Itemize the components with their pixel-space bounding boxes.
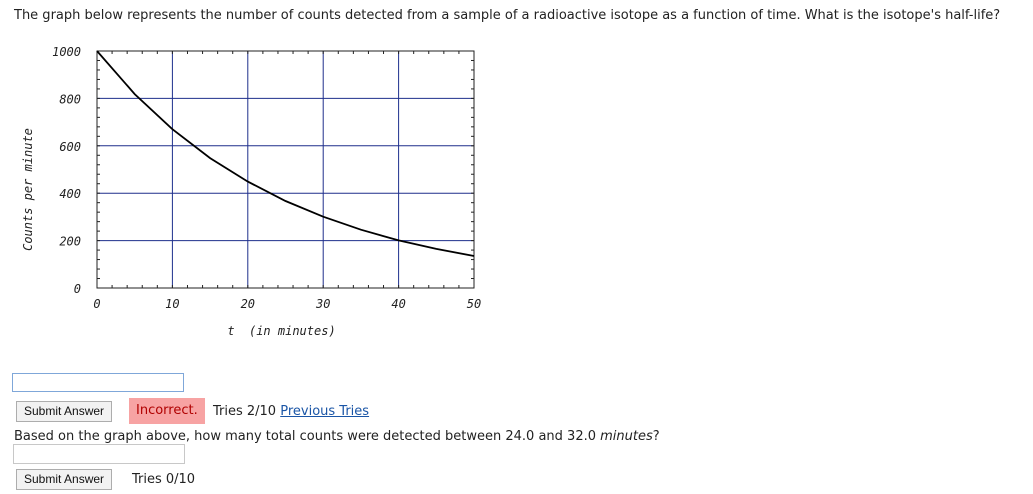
y-tick-label: 600: [59, 140, 81, 154]
decay-curve: [96, 50, 475, 257]
plot-frame: [96, 50, 475, 289]
x-tick-label: 30: [315, 297, 330, 311]
x-axis-label: t (in minutes): [227, 324, 335, 338]
y-tick-label: 800: [59, 92, 81, 106]
question-2-main: Based on the graph above, how many total…: [14, 429, 601, 444]
minor-ticks: [96, 50, 475, 289]
chart-grid: [97, 51, 474, 288]
incorrect-badge: Incorrect.: [129, 398, 205, 424]
tries-1-info: Tries 2/10 Previous Tries: [213, 404, 369, 419]
x-tick-label: 50: [467, 297, 481, 311]
decay-chart: 0 200 400 600 800 1000 0 10 20 30 40 50 Counts per…: [21, 45, 481, 338]
answer-2-input[interactable]: [13, 444, 185, 464]
question-2-text: Based on the graph above, how many total…: [14, 429, 660, 444]
submit-answer-1-button[interactable]: Submit Answer: [16, 401, 113, 422]
y-tick-label: 200: [59, 235, 81, 249]
y-axis-label: Counts per minute: [21, 128, 35, 251]
x-tick-label: 10: [165, 297, 179, 311]
answer-1-input[interactable]: [12, 373, 184, 392]
y-tick-label: 0: [74, 282, 81, 296]
x-tick-label: 20: [241, 297, 255, 311]
y-tick-labels: 0 200 400 600 800 1000: [52, 45, 81, 296]
y-tick-label: 400: [59, 187, 81, 201]
tries-1-count: Tries 2/10: [213, 404, 277, 419]
previous-tries-link[interactable]: Previous Tries: [280, 404, 370, 419]
y-tick-label: 1000: [52, 45, 81, 59]
tries-2-count: Tries 0/10: [132, 472, 196, 487]
submit-answer-2-button[interactable]: Submit Answer: [16, 469, 113, 490]
question-1-text: The graph below represents the number of…: [14, 8, 1001, 23]
x-tick-labels: 0 10 20 30 40 50: [93, 297, 481, 311]
question-2-unit: minutes: [600, 429, 653, 444]
x-tick-label: 0: [93, 297, 100, 311]
question-2-end: ?: [652, 429, 660, 444]
x-tick-label: 40: [391, 297, 405, 311]
